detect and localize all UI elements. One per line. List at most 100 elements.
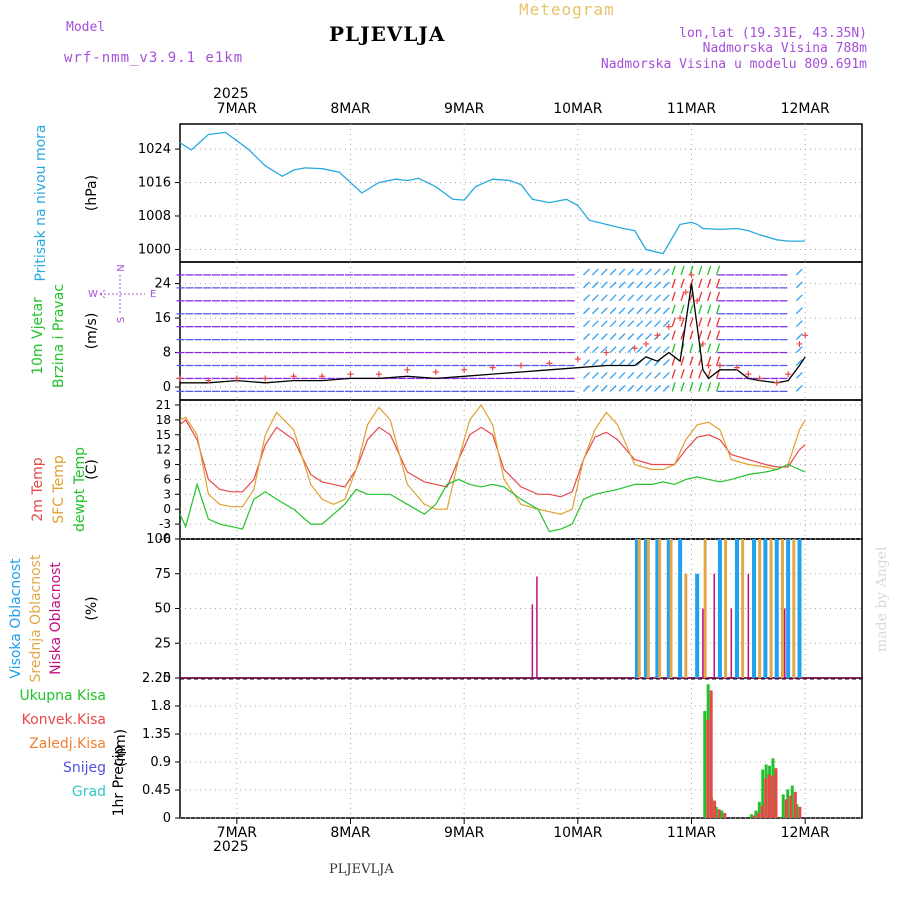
wind-barb-5-52 (645, 320, 653, 328)
model-elevation-text: Nadmorska Visina u modelu 809.691m (600, 57, 867, 72)
date-top-0: 7MAR (217, 101, 258, 117)
temp-line-1 (179, 403, 806, 515)
ytick-label-temperature-3: 3 (163, 487, 171, 501)
cloud-bar-2-0 (531, 604, 534, 678)
wind-barb-8-49 (618, 281, 626, 289)
date-top-4: 11MAR (667, 101, 716, 117)
date-top-3: 10MAR (553, 101, 602, 117)
unit-label-wind: (m/s) (84, 313, 100, 350)
wind-barb-9-53 (653, 268, 661, 276)
wind-barb-1-51 (636, 371, 644, 379)
wind-gust-18 (654, 332, 661, 339)
wind-barb-1-56 (680, 369, 685, 379)
ytick-label-wind-3: 24 (154, 277, 171, 292)
wind-barb-0-49 (618, 384, 626, 392)
wind-gust-31 (785, 371, 792, 378)
wind-barb-0-52 (645, 384, 653, 392)
precip-bar-1-7 (760, 805, 764, 818)
cloud-bar-0-5 (695, 573, 700, 678)
wind-barb-5-69 (795, 320, 803, 328)
ytick-label-temperature-7: 15 (156, 428, 171, 442)
wind-barb-4-55 (671, 330, 676, 340)
wind-dir-w: W (88, 289, 98, 300)
date-bottom-5: 12MAR (781, 825, 830, 841)
wind-ylabel-1: 10m Vjetar (30, 297, 46, 375)
wind-barb-8-55 (671, 278, 676, 289)
wind-barb-0-45 (583, 384, 590, 392)
cloud-ylabel-0: Visoka Oblacnost (8, 558, 24, 679)
wind-gust-20 (677, 315, 684, 322)
cloud-bar-0-7 (734, 539, 739, 678)
wind-barb-4-56 (680, 330, 685, 340)
wind-gust-4 (290, 373, 297, 380)
wind-barb-0-46 (591, 384, 599, 392)
wind-barb-4-60 (715, 330, 721, 340)
wind-barb-8-57 (689, 278, 694, 289)
wind-barb-6-55 (671, 304, 676, 314)
wind-barb-1-49 (618, 371, 626, 379)
wind-gust-19 (665, 323, 672, 330)
wind-barb-7-55 (671, 291, 676, 302)
precip-bar-0-8 (761, 769, 765, 818)
wind-gust-14 (574, 356, 581, 363)
wind-gust-1 (205, 377, 212, 384)
wind-barb-9-46 (591, 268, 599, 276)
wind-barb-7-56 (680, 291, 685, 302)
wind-barb-2-56 (680, 356, 685, 366)
wind-barb-5-49 (618, 320, 626, 328)
wind-barb-7-60 (715, 291, 721, 302)
wind-gust-2 (233, 375, 240, 382)
wind-barb-7-54 (662, 294, 670, 302)
panel-frame-precip (179, 677, 863, 819)
wind-barb-5-55 (671, 317, 676, 327)
wind-barb-0-57 (689, 382, 694, 392)
wind-gust-3 (262, 375, 269, 382)
wind-barb-2-53 (653, 359, 661, 366)
cloud-series-2 (531, 573, 786, 678)
wind-barb-1-45 (583, 371, 590, 379)
cloud-bar-1-5 (703, 539, 707, 678)
wind-barb-6-50 (627, 307, 635, 315)
precip-series-0 (703, 684, 799, 818)
cloud-bar-1-2 (658, 539, 662, 678)
ytick-label-pressure-1: 1008 (138, 209, 171, 224)
wind-barb-0-48 (609, 384, 617, 392)
wind-barb-8-51 (636, 281, 644, 289)
wind-barb-2-49 (618, 359, 626, 366)
wind-barb-3-47 (600, 346, 608, 354)
wind-gust-17 (643, 340, 650, 347)
wind-barb-1-57 (689, 369, 694, 379)
wind-gust-6 (347, 371, 354, 378)
wind-barb-4-45 (583, 333, 590, 341)
wind-barb-9-47 (600, 268, 608, 276)
wind-barb-4-52 (645, 333, 653, 341)
pressure-ylabel: Pritisak na nivou mora (33, 124, 49, 281)
wind-gust-33 (802, 332, 809, 339)
precip-bar-1-14 (789, 795, 793, 818)
precip-bar-1-10 (771, 775, 775, 818)
wind-barb-9-52 (645, 268, 653, 276)
precip-bar-1-3 (717, 809, 721, 818)
wind-barb-7-46 (591, 294, 599, 302)
wind-barb-5-58 (698, 317, 703, 327)
model-name: wrf-nmm_v3.9.1 e1km (64, 50, 244, 66)
wind-barb-6-57 (689, 304, 694, 314)
wind-barb-6-51 (636, 307, 644, 315)
cloud-bar-2-3 (713, 573, 715, 678)
precip-bar-0-4 (720, 810, 724, 818)
pressure-line (179, 131, 806, 255)
precip-bar-0-3 (714, 806, 718, 818)
ytick-label-temperature-0: -6 (159, 532, 171, 546)
wind-speed-line (180, 283, 806, 384)
wind-gusts (177, 271, 809, 386)
temp-line-0 (179, 418, 806, 498)
precip-bar-1-2 (713, 800, 717, 818)
wind-barb-5-51 (636, 320, 644, 328)
wind-barb-5-56 (680, 317, 685, 327)
wind-dir-cross (99, 275, 145, 315)
wind-barb-0-60 (715, 382, 721, 392)
wind-barb-0-47 (600, 384, 608, 392)
footer-station: PLJEVLJA (329, 862, 394, 877)
wind-barb-4-48 (609, 333, 617, 341)
cloud-bar-1-11 (792, 539, 796, 678)
